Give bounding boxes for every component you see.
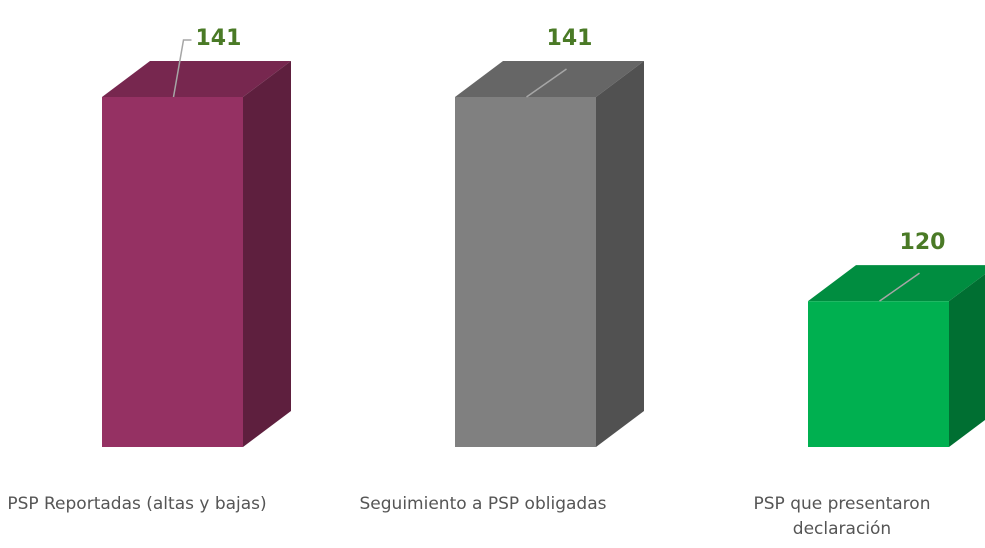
bar-top [808, 265, 985, 302]
bar-front [808, 301, 949, 447]
bar-side [949, 274, 985, 447]
bar [808, 265, 985, 447]
category-label: PSP Reportadas (altas y bajas) [7, 494, 267, 514]
leader-line [526, 68, 567, 98]
bar-front [102, 97, 243, 447]
bar-top [102, 61, 291, 97]
value-label: 141 [196, 26, 242, 51]
category-label: PSP que presentaron declaración [753, 494, 931, 539]
bar [455, 61, 644, 447]
value-label: 120 [900, 230, 946, 255]
category-label: Seguimiento a PSP obligadas [359, 494, 607, 514]
bar [102, 61, 291, 447]
bar-top [455, 61, 644, 97]
leader-line [879, 272, 920, 302]
bar-side [596, 61, 644, 447]
value-label: 141 [547, 26, 593, 51]
bar-side [243, 61, 291, 447]
bar-front [455, 97, 596, 447]
leader-line [172, 39, 192, 98]
